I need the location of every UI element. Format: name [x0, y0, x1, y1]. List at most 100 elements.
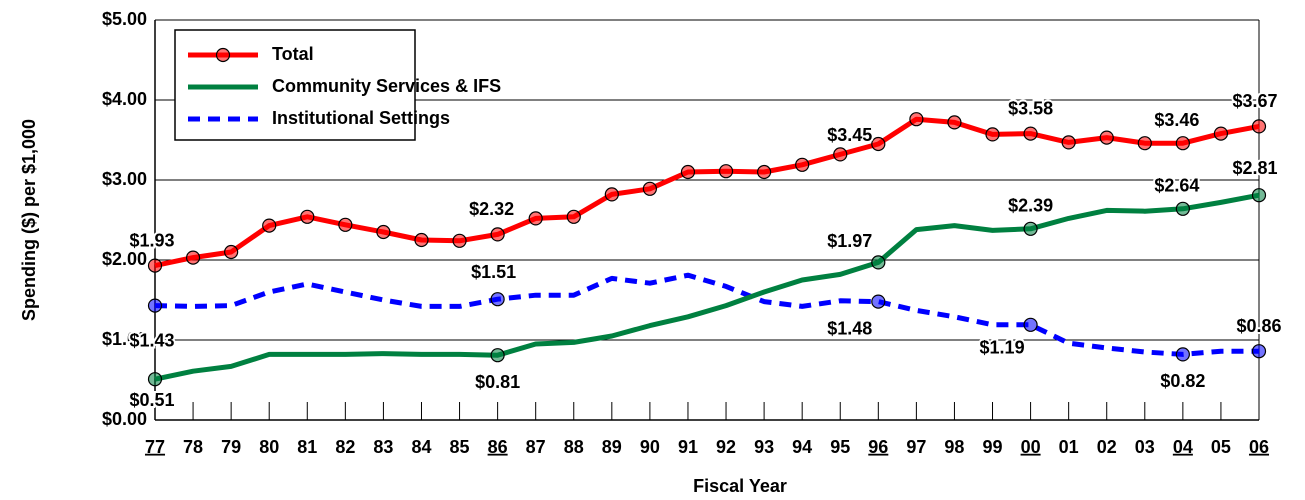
y-tick-label: $0.00: [102, 409, 147, 429]
data-label: $3.58: [1008, 98, 1053, 118]
x-tick-label: 98: [944, 437, 964, 457]
point-marker: [147, 258, 163, 273]
x-tick-label: 86: [488, 437, 508, 457]
point-marker: [985, 127, 1000, 142]
point-marker: [300, 209, 315, 224]
series-line: [154, 192, 1260, 382]
x-tick-label: 02: [1097, 437, 1117, 457]
legend-label: Institutional Settings: [272, 108, 450, 128]
data-label: $1.43: [129, 330, 174, 350]
x-tick-label: 93: [754, 437, 774, 457]
legend-marker: [215, 47, 231, 63]
data-label: $3.46: [1154, 110, 1199, 130]
y-tick-label: $1.00: [102, 329, 147, 349]
point-marker: [833, 147, 848, 162]
point-marker: [414, 232, 429, 248]
point-marker: [1175, 136, 1190, 151]
data-label: $0.51: [129, 390, 174, 410]
legend-label: Community Services & IFS: [272, 76, 501, 96]
x-tick-label: 80: [259, 437, 279, 457]
data-label: $1.93: [129, 230, 174, 250]
data-label: $3.67: [1232, 91, 1277, 111]
series-line: [154, 116, 1260, 269]
point-marker: [490, 227, 505, 242]
point-marker: [947, 115, 962, 130]
point-marker: [795, 157, 810, 172]
point-marker: [1251, 344, 1267, 359]
y-tick-label: $3.00: [102, 169, 147, 189]
data-label: $3.45: [827, 125, 872, 145]
point-marker: [604, 187, 619, 202]
data-label: $2.81: [1232, 158, 1277, 178]
point-marker: [1175, 347, 1190, 362]
x-axis-label: Fiscal Year: [693, 476, 787, 496]
point-marker: [147, 298, 163, 313]
legend-label: Total: [272, 44, 314, 64]
x-tick-label: 04: [1173, 437, 1193, 457]
point-marker: [490, 348, 505, 363]
data-label: $1.19: [980, 338, 1025, 358]
x-tick-label: 78: [183, 437, 203, 457]
x-tick-label: 95: [830, 437, 850, 457]
x-tick-label: 99: [983, 437, 1003, 457]
data-label: $1.51: [471, 262, 516, 282]
point-marker: [642, 181, 657, 196]
x-tick-label: 94: [792, 437, 812, 457]
x-tick-label: 00: [1021, 437, 1041, 457]
x-tick-label: 79: [221, 437, 241, 457]
point-marker: [185, 250, 201, 265]
point-marker: [909, 112, 924, 127]
point-marker: [718, 164, 734, 179]
point-marker: [1023, 221, 1038, 236]
point-marker: [757, 164, 772, 180]
data-label: $1.97: [827, 231, 872, 251]
point-marker: [1099, 130, 1114, 145]
point-marker: [1251, 119, 1267, 134]
point-marker: [1061, 135, 1076, 150]
data-label: $2.64: [1154, 176, 1199, 196]
x-tick-label: 05: [1211, 437, 1231, 457]
point-marker: [871, 136, 886, 152]
point-marker: [1023, 126, 1038, 141]
point-marker: [1137, 136, 1152, 151]
x-tick-label: 87: [526, 437, 546, 457]
x-tick-label: 82: [335, 437, 355, 457]
data-label: $0.81: [475, 372, 520, 392]
point-marker: [680, 164, 696, 180]
x-tick-label: 92: [716, 437, 736, 457]
point-marker: [452, 233, 467, 248]
point-marker: [490, 292, 505, 307]
y-tick-label: $5.00: [102, 9, 147, 29]
x-tick-label: 03: [1135, 437, 1155, 457]
x-tick-label: 77: [145, 437, 165, 457]
x-tick-label: 84: [411, 437, 431, 457]
x-tick-label: 83: [373, 437, 393, 457]
point-marker: [224, 244, 239, 260]
x-tick-label: 97: [906, 437, 926, 457]
x-tick-label: 06: [1249, 437, 1269, 457]
point-marker: [1213, 126, 1229, 141]
y-axis-label: Spending ($) per $1,000: [19, 119, 39, 321]
data-label: $2.39: [1008, 196, 1053, 216]
data-label: $0.82: [1160, 371, 1205, 391]
data-label: $1.48: [827, 318, 872, 338]
x-tick-label: 91: [678, 437, 698, 457]
x-tick-label: 90: [640, 437, 660, 457]
x-tick-label: 01: [1059, 437, 1079, 457]
point-marker: [566, 209, 581, 224]
data-label: $0.86: [1236, 316, 1281, 336]
point-marker: [871, 255, 886, 270]
data-label: $2.32: [469, 199, 514, 219]
point-marker: [376, 224, 391, 240]
x-tick-label: 81: [297, 437, 317, 457]
x-tick-label: 96: [868, 437, 888, 457]
point-marker: [262, 218, 277, 233]
point-marker: [1175, 201, 1190, 216]
y-tick-label: $4.00: [102, 89, 147, 109]
x-tick-label: 85: [450, 437, 470, 457]
x-tick-label: 89: [602, 437, 622, 457]
point-marker: [871, 294, 886, 309]
legend: Total Community Services & IFS Institution…: [174, 29, 501, 141]
point-marker: [1251, 188, 1267, 203]
